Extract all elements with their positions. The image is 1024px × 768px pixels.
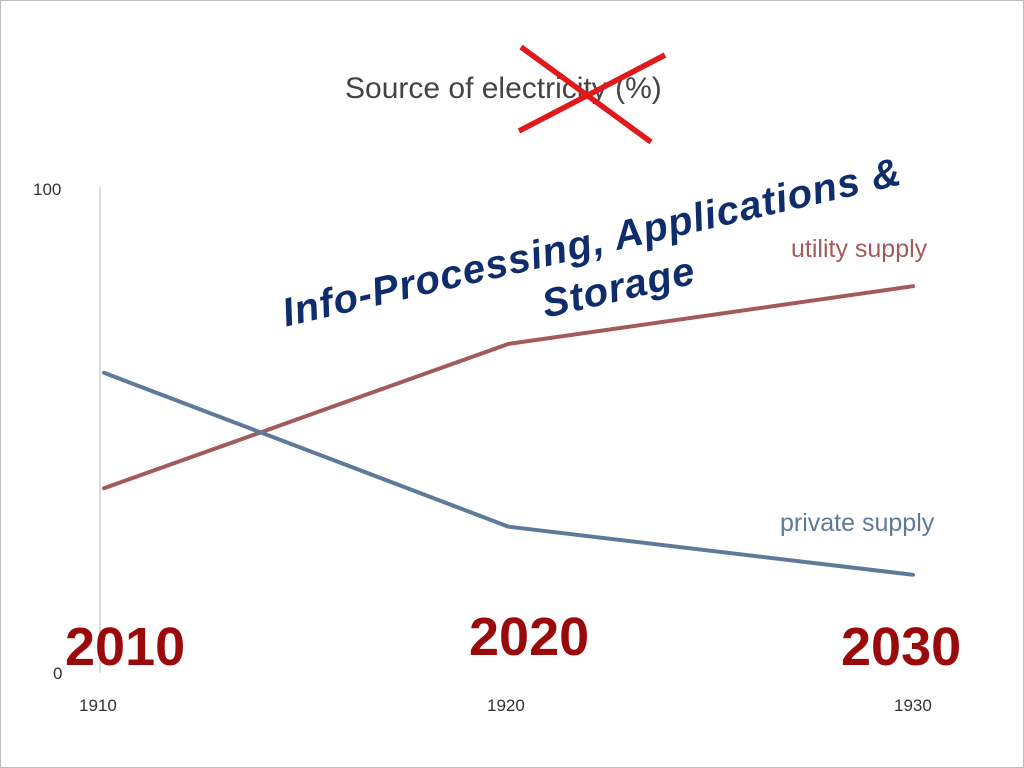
year-label-2030: 2030	[841, 617, 961, 677]
x-tick-label-1910: 1910	[79, 696, 117, 715]
y-tick-label-0: 0	[53, 664, 62, 683]
strike-x-mark	[517, 44, 667, 145]
series-label-private-supply: private supply	[780, 509, 935, 537]
chart-title: Source of electricity (%)	[345, 72, 662, 105]
y-tick-label-100: 100	[33, 180, 61, 199]
series-line-private-supply	[102, 370, 915, 577]
series-line-utility-supply	[102, 284, 915, 491]
series-label-utility-supply: utility supply	[791, 235, 928, 263]
year-label-2020: 2020	[469, 607, 589, 667]
overlay-headline: Info-Processing, Applications & Storage	[278, 150, 906, 335]
x-tick-label-1930: 1930	[894, 696, 932, 715]
year-label-2010: 2010	[65, 617, 185, 677]
x-tick-label-1920: 1920	[487, 696, 525, 715]
